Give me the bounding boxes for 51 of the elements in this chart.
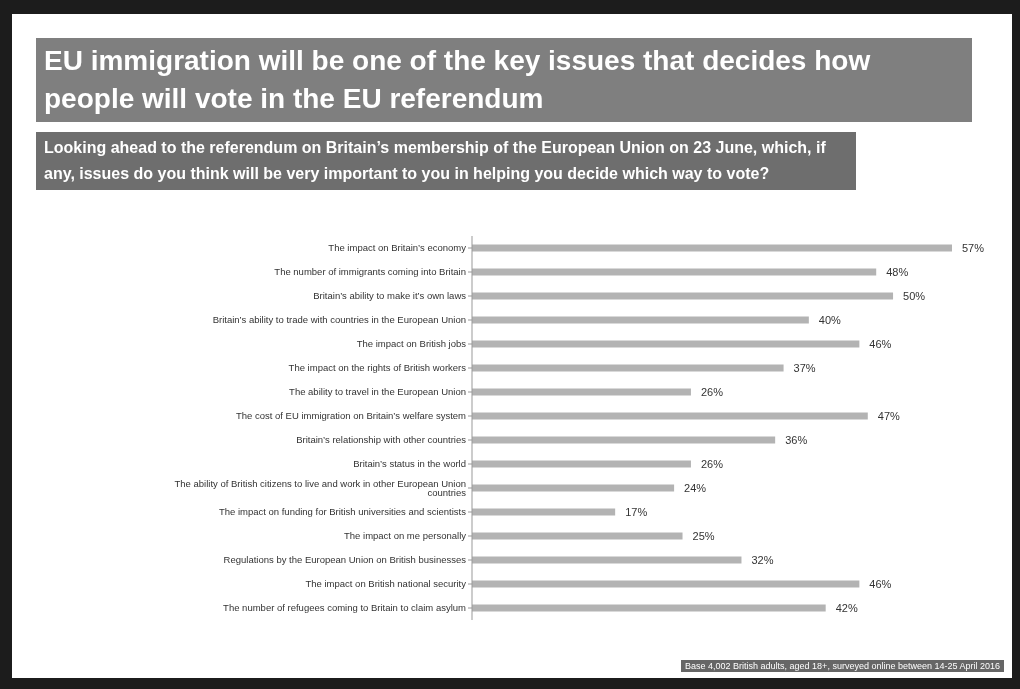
- bar: [472, 460, 691, 468]
- y-tick-label: The impact on funding for British universities and scientists: [218, 506, 467, 518]
- bar: [472, 364, 784, 372]
- bar: [472, 316, 809, 324]
- data-label: 25%: [692, 529, 715, 542]
- y-tick-label: The impact on the rights of British workers: [288, 362, 467, 374]
- y-tick-label: The impact on British national security: [305, 578, 467, 590]
- data-label: 36%: [785, 433, 808, 446]
- y-tick-label: The impact on British jobs: [356, 338, 467, 350]
- y-tick-label: The impact on me personally: [344, 530, 467, 542]
- y-tick-label: The number of immigrants coming into Britain: [274, 266, 466, 278]
- y-tick-label: The ability of British citizens to live and work in other European Union countries: [174, 477, 467, 499]
- data-label: 32%: [751, 553, 774, 566]
- chart-title: EU immigration will be one of the key issues that decides how people will vote in the EU referendum: [36, 38, 972, 122]
- data-label: 17%: [625, 505, 648, 518]
- y-tick-label: Britain’s ability to make it’s own laws: [313, 290, 467, 302]
- data-label: 42%: [835, 601, 858, 614]
- data-label: 26%: [700, 385, 724, 398]
- data-label: 50%: [903, 289, 926, 302]
- bar: [472, 604, 826, 612]
- bar: [472, 268, 877, 276]
- data-label: 46%: [869, 337, 892, 350]
- bar: [472, 244, 952, 252]
- bar: [472, 340, 860, 348]
- chart-subtitle: Looking ahead to the referendum on Britain’s membership of the European Union on 23 June, which, if any, issues do you think will be very important to you in helping you decide which way to vote?: [36, 132, 856, 190]
- y-tick-label: The cost of EU immigration on Britain’s welfare system: [235, 410, 467, 422]
- y-tick-label: The ability to travel in the European Union: [289, 386, 466, 398]
- data-label: 37%: [793, 361, 816, 374]
- y-tick-label: The number of refugees coming to Britain to claim asylum: [223, 602, 467, 614]
- y-tick-label: Britain’s relationship with other countries: [296, 434, 467, 446]
- data-label: 26%: [700, 457, 724, 470]
- y-tick-label: Regulations by the European Union on British businesses: [223, 554, 467, 566]
- bar: [472, 580, 860, 588]
- bar: [472, 484, 675, 492]
- text: Base 4,002 British adults, aged 18+, surveyed online between 14-25 April 2016: [681, 660, 1004, 672]
- y-tick-label: Britain’s ability to trade with countries in the European Union: [212, 314, 466, 326]
- bar: [472, 412, 868, 420]
- data-label: 46%: [869, 577, 892, 590]
- data-label: 57%: [962, 241, 985, 254]
- data-label: 24%: [684, 481, 707, 494]
- bar: [472, 556, 742, 564]
- bar: [472, 388, 691, 396]
- data-label: 47%: [877, 409, 901, 422]
- data-label: 48%: [886, 265, 909, 278]
- y-tick-label: Britain’s status in the world: [353, 458, 466, 470]
- y-tick-label: The impact on Britain’s economy: [328, 242, 467, 254]
- bar: [472, 532, 683, 540]
- data-label: 40%: [818, 313, 842, 326]
- bar: [472, 292, 894, 300]
- bar: [472, 436, 776, 444]
- bar: [472, 508, 616, 516]
